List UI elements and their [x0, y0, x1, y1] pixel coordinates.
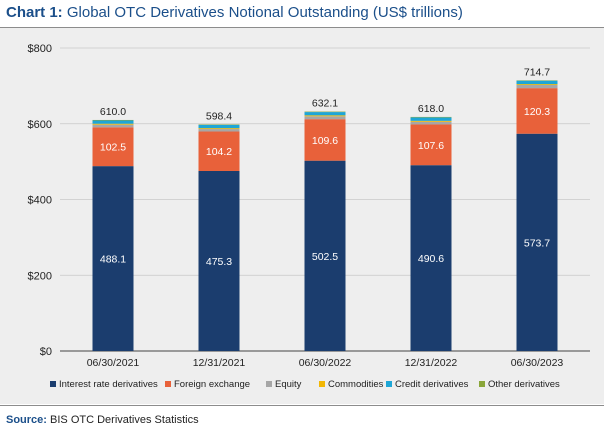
legend-swatch-0 [50, 381, 56, 387]
data-label: 104.2 [206, 146, 232, 158]
chart-title-lead: Chart 1: [6, 4, 63, 21]
bar-segment-series-2-cat-4 [516, 85, 558, 89]
bar-segment-series-4-cat-2 [304, 112, 346, 116]
data-label: 107.6 [418, 140, 444, 152]
bar-segment-series-1-cat-0 [92, 127, 134, 167]
legend-swatch-3 [319, 381, 325, 387]
chart-title: Chart 1: Global OTC Derivatives Notional… [6, 4, 463, 21]
bar-segment-series-0-cat-0 [92, 166, 134, 351]
bar-segment-series-1-cat-1 [198, 131, 240, 171]
legend-label: Interest rate derivatives [59, 379, 158, 390]
bar-segment-series-2-cat-2 [304, 116, 346, 120]
y-tick-label: $400 [28, 195, 52, 207]
source-lead: Source: [6, 414, 47, 426]
legend-label: Equity [275, 379, 302, 390]
bar-segment-series-0-cat-1 [198, 170, 240, 351]
y-tick-label: $200 [28, 270, 52, 282]
bar-segment-series-3-cat-4 [516, 84, 558, 86]
title-rule [0, 27, 604, 28]
bar-segment-series-4-cat-3 [410, 117, 452, 121]
source-text: BIS OTC Derivatives Statistics [50, 414, 199, 426]
bar-segment-series-1-cat-4 [516, 88, 558, 134]
bar-segment-series-3-cat-1 [198, 128, 240, 130]
total-label: 632.1 [312, 98, 338, 110]
x-tick-label: 06/30/2022 [299, 357, 352, 369]
data-label: 573.7 [524, 237, 550, 249]
bar-segment-series-3-cat-3 [410, 120, 452, 122]
data-label: 109.6 [312, 135, 338, 147]
x-tick-label: 12/31/2021 [193, 357, 246, 369]
y-tick-label: $600 [28, 119, 52, 131]
bar-segment-series-0-cat-4 [516, 133, 558, 351]
bar-segment-series-4-cat-0 [92, 120, 134, 124]
bar-segment-series-4-cat-1 [198, 124, 240, 129]
legend-label: Other derivatives [488, 379, 560, 390]
bar-segment-series-1-cat-2 [304, 119, 346, 161]
data-label: 120.3 [524, 106, 550, 118]
chart-title-text: Global OTC Derivatives Notional Outstand… [66, 4, 463, 21]
source-note: Source: BIS OTC Derivatives Statistics [6, 414, 199, 426]
data-label: 490.6 [418, 253, 444, 265]
x-tick-label: 06/30/2021 [87, 357, 140, 369]
y-tick-label: $800 [28, 43, 52, 55]
total-label: 598.4 [206, 110, 232, 122]
legend-label: Credit derivatives [395, 379, 469, 390]
data-label: 502.5 [312, 251, 338, 263]
x-tick-label: 06/30/2023 [511, 357, 564, 369]
bar-segment-series-5-cat-0 [92, 119, 134, 121]
total-label: 610.0 [100, 106, 126, 118]
legend-swatch-4 [386, 381, 392, 387]
total-label: 714.7 [524, 66, 550, 78]
x-tick-label: 12/31/2022 [405, 357, 458, 369]
bar-segment-series-2-cat-0 [92, 124, 134, 128]
bar-segment-series-4-cat-4 [516, 80, 558, 85]
bar-segment-series-3-cat-2 [304, 115, 346, 117]
bar-segment-series-2-cat-1 [198, 129, 240, 132]
bar-segment-series-2-cat-3 [410, 121, 452, 125]
total-label: 618.0 [418, 103, 444, 115]
data-label: 475.3 [206, 256, 232, 268]
stacked-bar-chart: $0 $200 $400 $600 $800 488.1 102.5 610.0 06/30/2… [28, 43, 590, 390]
footer-rule [0, 405, 604, 406]
data-label: 102.5 [100, 142, 126, 154]
y-tick-label: $0 [40, 346, 52, 358]
legend-label: Foreign exchange [174, 379, 250, 390]
legend-swatch-1 [165, 381, 171, 387]
legend-label: Commodities [328, 379, 384, 390]
legend-swatch-2 [266, 381, 272, 387]
bar-segment-series-0-cat-2 [304, 160, 346, 351]
data-label: 488.1 [100, 254, 126, 266]
bar-segment-series-0-cat-3 [410, 165, 452, 351]
legend-swatch-5 [479, 381, 485, 387]
bar-segment-series-3-cat-0 [92, 123, 134, 125]
bar-segment-series-1-cat-3 [410, 124, 452, 166]
